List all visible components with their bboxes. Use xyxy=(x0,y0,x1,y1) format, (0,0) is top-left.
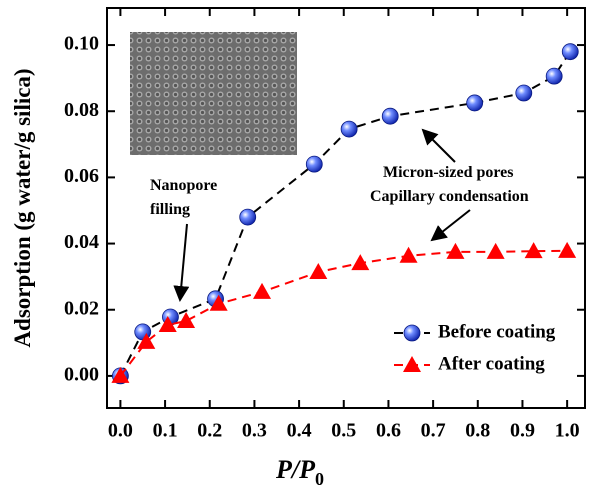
point xyxy=(561,43,579,61)
point xyxy=(381,107,399,125)
x-tick-label: 1.0 xyxy=(555,420,580,442)
point xyxy=(466,94,484,112)
x-tick-label: 0.5 xyxy=(331,420,356,442)
y-tick-label: 0.00 xyxy=(64,364,99,386)
point xyxy=(515,84,533,102)
legend-marker xyxy=(403,324,421,342)
x-tick-label: 0.6 xyxy=(376,420,401,442)
point xyxy=(558,241,577,258)
x-tick-label: 0.7 xyxy=(421,420,446,442)
point xyxy=(399,246,418,263)
y-tick-label: 0.02 xyxy=(64,297,99,319)
point xyxy=(309,263,328,280)
x-axis-label-sub: 0 xyxy=(315,469,324,489)
point xyxy=(351,254,370,271)
x-tick-label: 0.2 xyxy=(197,420,222,442)
point xyxy=(486,242,505,259)
y-axis-label: Adsorption (g water/g silica) xyxy=(10,68,35,347)
point xyxy=(545,67,563,85)
annotation-line: Capillary condensation xyxy=(370,188,529,205)
inset-micrograph xyxy=(130,32,297,155)
annotation-arrow xyxy=(430,209,471,242)
point xyxy=(177,311,196,328)
annotation-arrow xyxy=(421,128,456,163)
y-tick-label: 0.04 xyxy=(64,231,99,253)
x-tick-label: 0.1 xyxy=(153,420,178,442)
point xyxy=(305,155,323,173)
annotation-arrow xyxy=(173,223,190,302)
annotation-line: Nanopore xyxy=(150,177,217,194)
point xyxy=(446,242,465,259)
annotations: Nanopore filling Micron-sized pores Capi… xyxy=(150,128,529,302)
point xyxy=(209,294,228,311)
y-tick-label: 0.08 xyxy=(64,99,99,121)
x-tick-label: 0.0 xyxy=(108,420,133,442)
point xyxy=(111,366,130,383)
legend-marker xyxy=(403,356,421,372)
x-tick-label: 0.4 xyxy=(287,420,312,442)
point xyxy=(158,315,177,332)
x-axis-label-main: P/P xyxy=(275,455,316,484)
legend-label: After coating xyxy=(438,353,545,374)
point xyxy=(340,120,358,138)
annotation-line: filling xyxy=(150,201,190,218)
plot-frame xyxy=(106,7,586,409)
x-tick-label: 0.8 xyxy=(465,420,490,442)
annotation-line: Micron-sized pores xyxy=(383,164,514,181)
x-tick-label: 0.9 xyxy=(510,420,535,442)
y-tick-label: 0.10 xyxy=(64,33,99,55)
x-axis-label: P/P0 xyxy=(275,455,324,489)
point xyxy=(239,208,257,226)
x-tick-label: 0.3 xyxy=(242,420,267,442)
y-tick-label: 0.06 xyxy=(64,165,99,187)
legend-label: Before coating xyxy=(438,321,556,342)
point xyxy=(137,332,156,349)
point xyxy=(253,282,272,299)
point xyxy=(524,242,543,259)
